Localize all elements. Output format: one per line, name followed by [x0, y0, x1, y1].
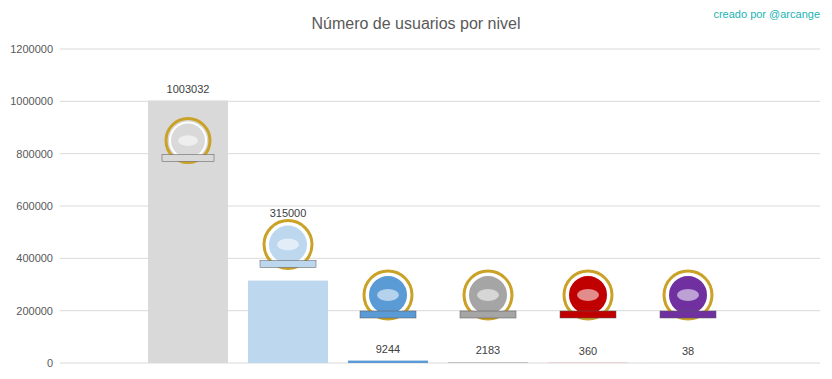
bars [148, 101, 728, 363]
badge-ribbon [460, 311, 516, 318]
data-label: 1003032 [167, 83, 210, 95]
y-tick-label: 0 [47, 357, 53, 369]
badge-fish [377, 289, 399, 301]
bar [348, 361, 428, 363]
data-label: 9244 [376, 343, 400, 355]
badge-icon [660, 271, 716, 319]
bar [248, 281, 328, 363]
badges [162, 119, 716, 319]
chart-container: Número de usuarios por nivel creado por @… [0, 0, 832, 379]
badge-fish [178, 135, 198, 146]
badge-disc [268, 225, 308, 265]
bar [148, 101, 228, 363]
badge-disc [170, 123, 206, 159]
grid-line [60, 49, 820, 50]
y-tick-label: 1200000 [10, 43, 53, 55]
data-label: 315000 [270, 207, 307, 219]
badge-disc [568, 275, 608, 315]
y-tick-label: 800000 [16, 148, 53, 160]
badge-icon [560, 271, 616, 319]
y-tick-label: 1000000 [10, 95, 53, 107]
badge-ribbon [162, 155, 214, 162]
badge-ribbon [560, 311, 616, 318]
badge-icon [260, 221, 316, 269]
y-tick-label: 400000 [16, 252, 53, 264]
badge-disc [668, 275, 708, 315]
data-label: 2183 [476, 344, 500, 356]
badge-fish [277, 239, 299, 251]
badge-icon [162, 119, 214, 163]
badge-disc [468, 275, 508, 315]
badge-fish [477, 289, 499, 301]
badge-ribbon [660, 311, 716, 318]
y-tick-label: 200000 [16, 305, 53, 317]
data-label: 360 [579, 345, 597, 357]
badge-ribbon [260, 261, 316, 268]
badge-fish [577, 289, 599, 301]
chart-title: Número de usuarios por nivel [312, 15, 521, 32]
bar [548, 362, 628, 363]
data-label: 38 [682, 345, 694, 357]
badge-disc [368, 275, 408, 315]
badge-fish [677, 289, 699, 301]
chart-svg: Número de usuarios por nivel creado por @… [0, 0, 832, 379]
bar [648, 362, 728, 363]
badge-ribbon [360, 311, 416, 318]
y-tick-label: 600000 [16, 200, 53, 212]
data-labels: 1003032 315000 9244 2183 360 38 [167, 83, 695, 357]
badge-icon [360, 271, 416, 319]
badge-icon [460, 271, 516, 319]
bar [448, 362, 528, 363]
annotation: creado por @arcange [713, 8, 820, 20]
